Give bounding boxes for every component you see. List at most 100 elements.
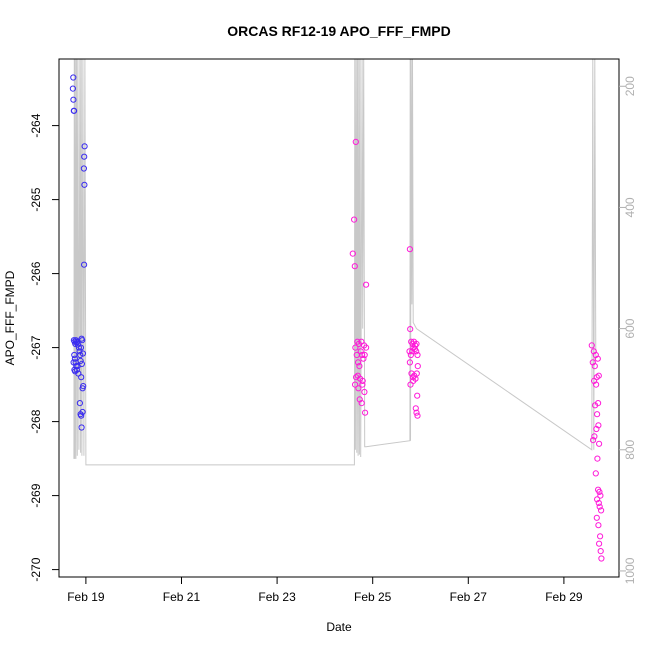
data-point — [72, 368, 79, 375]
data-point — [592, 402, 599, 409]
data-point — [597, 492, 604, 499]
data-point — [592, 470, 599, 477]
data-point — [71, 355, 79, 362]
data-point — [78, 412, 85, 419]
data-point — [406, 348, 413, 355]
data-point — [414, 392, 421, 399]
right-y-axis: 200 400 600 800 1000 — [619, 76, 637, 584]
data-point — [596, 503, 603, 510]
data-point — [349, 250, 356, 257]
y2-tick-label: 200 — [623, 76, 637, 96]
data-point — [593, 425, 600, 433]
data-point — [351, 263, 358, 270]
data-point — [407, 351, 414, 359]
data-point — [79, 350, 87, 357]
data-point — [591, 433, 598, 440]
y2-tick-label: 800 — [623, 439, 637, 459]
x-tick-label: Feb 29 — [545, 590, 583, 604]
point-series-group — [69, 74, 605, 562]
data-point — [351, 216, 358, 223]
data-point — [359, 351, 366, 359]
x-tick-label: Feb 19 — [67, 590, 105, 604]
data-point — [593, 381, 600, 388]
data-point — [79, 408, 86, 416]
data-point — [77, 344, 85, 351]
data-point — [81, 261, 88, 268]
x-tick-label: Feb 21 — [163, 590, 201, 604]
data-point — [594, 355, 601, 362]
y-tick-label: -266 — [29, 261, 43, 285]
data-point — [360, 355, 367, 362]
y-axis-label: APO_FFF_FMPD — [3, 270, 17, 365]
data-point — [75, 344, 83, 351]
data-point — [596, 540, 603, 547]
y2-tick-label: 400 — [623, 197, 637, 217]
data-point — [355, 359, 362, 366]
data-point — [595, 499, 602, 507]
data-point — [588, 342, 595, 349]
data-point — [79, 337, 86, 344]
data-point — [414, 412, 421, 419]
data-point — [414, 351, 421, 359]
data-point — [70, 359, 77, 366]
data-point — [406, 359, 413, 366]
x-tick-label: Feb 25 — [354, 590, 392, 604]
data-point — [352, 344, 359, 351]
gray-line — [73, 58, 597, 466]
data-point — [352, 381, 359, 388]
data-point — [597, 533, 604, 540]
data-point — [359, 381, 366, 388]
data-point — [413, 370, 420, 377]
left-y-axis: -270 -269 -268 -267 -266 -265 -264 — [29, 113, 60, 582]
data-point — [70, 96, 77, 103]
y-tick-label: -270 — [29, 557, 43, 581]
x-axis-label: Date — [326, 620, 352, 634]
data-point — [355, 385, 362, 392]
data-point — [593, 514, 600, 521]
data-point — [70, 74, 77, 81]
data-point — [81, 143, 88, 150]
data-point — [362, 409, 369, 416]
y-tick-label: -264 — [29, 113, 43, 137]
data-point — [598, 555, 605, 562]
data-point — [78, 360, 86, 367]
data-point — [590, 437, 597, 444]
data-point — [363, 281, 370, 288]
data-point — [597, 548, 604, 555]
y-tick-label: -265 — [29, 187, 43, 211]
data-point — [81, 181, 88, 188]
data-point — [358, 400, 365, 407]
data-point — [361, 342, 368, 349]
data-point — [73, 366, 81, 373]
data-point — [78, 374, 85, 381]
y2-tick-label: 600 — [623, 318, 637, 338]
data-point — [80, 383, 87, 390]
line-series-group — [73, 58, 597, 466]
data-point — [598, 507, 605, 514]
y-tick-label: -267 — [29, 335, 43, 359]
data-point — [71, 107, 78, 114]
data-point — [594, 455, 601, 462]
data-point — [359, 377, 366, 384]
data-point — [596, 488, 603, 495]
data-point — [78, 424, 85, 431]
x-tick-label: Feb 23 — [258, 590, 296, 604]
data-point — [595, 522, 602, 529]
data-point — [357, 348, 364, 355]
data-point — [71, 351, 78, 359]
data-point — [406, 246, 413, 253]
data-point — [413, 348, 420, 355]
data-point — [594, 411, 601, 418]
data-point — [412, 405, 419, 412]
data-point — [352, 138, 359, 145]
chart-title: ORCAS RF12-19 APO_FFF_FMPD — [227, 23, 451, 39]
x-tick-label: Feb 27 — [450, 590, 488, 604]
data-point — [81, 153, 88, 160]
data-point — [594, 496, 601, 503]
data-point — [77, 357, 84, 364]
data-point — [414, 363, 421, 370]
data-point — [591, 363, 598, 370]
data-point — [76, 400, 84, 407]
data-point — [80, 165, 88, 172]
